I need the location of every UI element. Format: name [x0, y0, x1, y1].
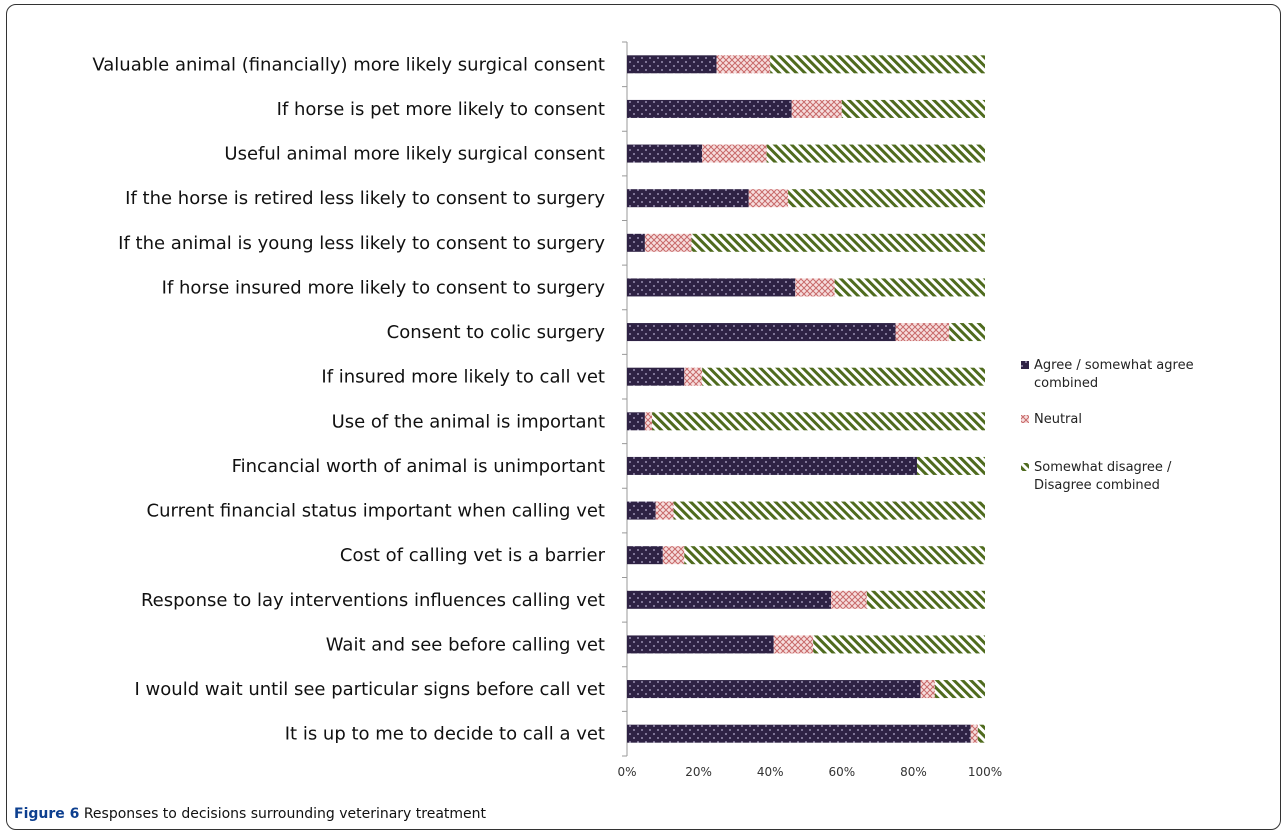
bar-disagree-10	[673, 501, 985, 520]
bar-neutral-15	[970, 724, 978, 743]
category-label-13: Wait and see before calling vet	[326, 634, 605, 655]
bar-disagree-3	[788, 189, 985, 208]
bar-agree-13	[627, 635, 774, 654]
bar-agree-5	[627, 278, 796, 297]
x-tick-label-0: 0%	[617, 765, 636, 779]
bar-neutral-5	[795, 278, 835, 297]
bar-agree-15	[627, 724, 971, 743]
bar-neutral-10	[655, 501, 674, 520]
axis-layer	[622, 41, 628, 757]
bar-neutral-0	[716, 55, 771, 74]
bar-disagree-6	[949, 323, 985, 342]
bar-disagree-2	[766, 144, 985, 163]
bar-agree-11	[627, 546, 663, 565]
legend-swatch-agree	[1021, 361, 1029, 369]
bar-disagree-12	[866, 590, 985, 609]
bar-disagree-7	[702, 367, 985, 386]
bar-neutral-11	[662, 546, 685, 565]
bar-disagree-5	[834, 278, 985, 297]
x-tick-label-2: 40%	[757, 765, 784, 779]
bar-disagree-8	[652, 412, 985, 431]
bar-disagree-1	[841, 99, 985, 118]
category-label-11: Cost of calling vet is a barrier	[340, 545, 606, 566]
legend-swatch-neutral	[1021, 415, 1029, 423]
bar-disagree-14	[934, 680, 985, 699]
category-label-6: Consent to colic surgery	[387, 322, 606, 343]
bar-agree-6	[627, 323, 896, 342]
bar-agree-8	[627, 412, 645, 431]
bar-agree-2	[627, 144, 703, 163]
category-label-4: If the animal is young less likely to co…	[118, 233, 605, 254]
bar-neutral-4	[644, 233, 692, 252]
bar-agree-12	[627, 590, 832, 609]
category-label-10: Current financial status important when …	[147, 501, 605, 522]
legend-label-neutral: Neutral	[1034, 412, 1082, 427]
figure-caption: Figure 6 Responses to decisions surround…	[14, 806, 486, 822]
bar-disagree-9	[916, 456, 985, 475]
category-label-12: Response to lay interventions influences…	[141, 590, 605, 611]
bar-disagree-4	[691, 233, 985, 252]
category-label-3: If the horse is retired less likely to c…	[125, 188, 605, 209]
category-label-0: Valuable animal (financially) more likel…	[92, 54, 605, 75]
bar-agree-0	[627, 55, 717, 74]
category-label-15: It is up to me to decide to call a vet	[285, 724, 605, 745]
x-tick-label-1: 20%	[685, 765, 712, 779]
category-label-1: If horse is pet more likely to consent	[277, 99, 605, 120]
legend-label-agree: Agree / somewhat agree combined	[1034, 358, 1194, 391]
x-tick-label-5: 100%	[968, 765, 1002, 779]
bar-neutral-6	[895, 323, 950, 342]
bar-neutral-8	[644, 412, 653, 431]
legend: Agree / somewhat agree combined Neutral Som…	[1021, 358, 1194, 493]
bars-layer	[627, 55, 985, 743]
category-label-14: I would wait until see particular signs …	[135, 679, 605, 700]
category-labels: Valuable animal (financially) more likel…	[92, 54, 605, 744]
figure-label: Figure 6	[14, 806, 80, 822]
bar-neutral-2	[702, 144, 767, 163]
bar-disagree-11	[684, 546, 985, 565]
bar-agree-10	[627, 501, 656, 520]
category-label-2: Useful animal more likely surgical conse…	[224, 144, 605, 165]
category-label-5: If horse insured more likely to consent …	[162, 277, 606, 298]
category-label-9: Fincancial worth of animal is unimportan…	[232, 456, 605, 477]
x-tick-label-4: 80%	[900, 765, 927, 779]
bar-disagree-13	[813, 635, 985, 654]
bar-disagree-0	[770, 55, 985, 74]
bar-neutral-7	[684, 367, 703, 386]
bar-agree-4	[627, 233, 645, 252]
bar-neutral-12	[831, 590, 867, 609]
bar-disagree-15	[977, 724, 985, 743]
bar-neutral-13	[773, 635, 814, 654]
category-label-7: If insured more likely to call vet	[321, 367, 605, 388]
bar-agree-7	[627, 367, 685, 386]
bar-agree-3	[627, 189, 749, 208]
bar-neutral-1	[791, 99, 842, 118]
x-tick-label-3: 60%	[828, 765, 855, 779]
bar-neutral-3	[748, 189, 789, 208]
x-tick-labels: 0% 20% 40% 60% 80% 100%	[617, 765, 1002, 779]
bar-neutral-14	[920, 680, 935, 699]
bar-agree-9	[627, 456, 917, 475]
bar-agree-1	[627, 99, 792, 118]
category-label-8: Use of the animal is important	[332, 411, 605, 432]
legend-label-disagree: Somewhat disagree / Disagree combined	[1034, 460, 1172, 493]
bar-agree-14	[627, 680, 921, 699]
figure-caption-text: Responses to decisions surrounding veter…	[79, 806, 487, 822]
legend-swatch-disagree	[1021, 463, 1029, 471]
